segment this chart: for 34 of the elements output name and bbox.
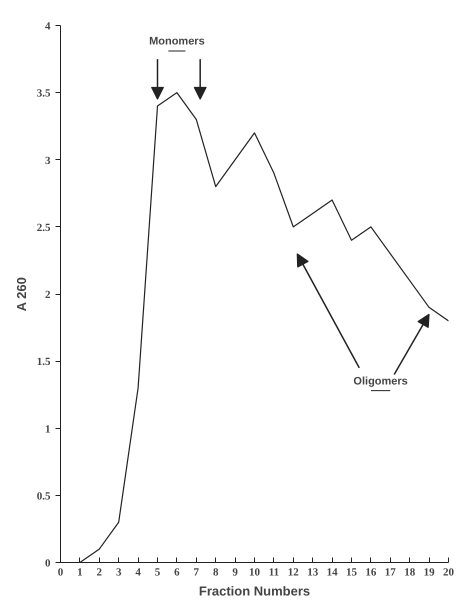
x-tick-label: 13 [307, 566, 319, 578]
y-tick-label: 0 [45, 558, 51, 570]
x-tick-label: 9 [232, 566, 238, 578]
y-tick-label: 1 [45, 423, 50, 436]
x-tick-label: 5 [154, 566, 161, 578]
x-tick-label: 17 [384, 566, 396, 578]
y-tick-label: 1.5 [36, 356, 51, 368]
x-tick-label: 19 [424, 566, 436, 578]
y-tick-label: 0.5 [36, 490, 51, 502]
x-tick-label: 4 [135, 566, 142, 578]
x-tick-label: 12 [288, 566, 300, 578]
x-tick-label: 11 [268, 566, 280, 578]
annotation: Monomers [149, 36, 205, 48]
x-tick-label: 15 [346, 566, 358, 578]
y-axis-title: A 260 [14, 277, 29, 312]
annotation: Oligomers [353, 375, 408, 388]
y-tick-label: 2.5 [36, 222, 51, 234]
x-tick-label: 7 [194, 566, 200, 578]
x-tick-label: 18 [404, 566, 416, 578]
y-tick-label: 3.5 [36, 88, 51, 100]
x-tick-label: 6 [174, 566, 180, 578]
x-tick-label: 2 [96, 566, 103, 578]
x-tick-label: 10 [249, 566, 260, 578]
y-tick-label: 3 [45, 154, 51, 167]
y-tick-label: 2 [45, 289, 51, 301]
x-tick-label: 3 [116, 566, 122, 578]
x-tick-label: 20 [443, 566, 454, 578]
x-tick-label: 14 [326, 566, 338, 578]
x-tick-label: 1 [77, 566, 83, 578]
x-tick-label: 8 [212, 566, 219, 578]
x-tick-label: 0 [58, 566, 64, 578]
x-tick-label: 16 [365, 566, 377, 578]
x-axis-title: Fraction Numbers [198, 584, 310, 598]
y-tick-label: 4 [45, 20, 51, 32]
